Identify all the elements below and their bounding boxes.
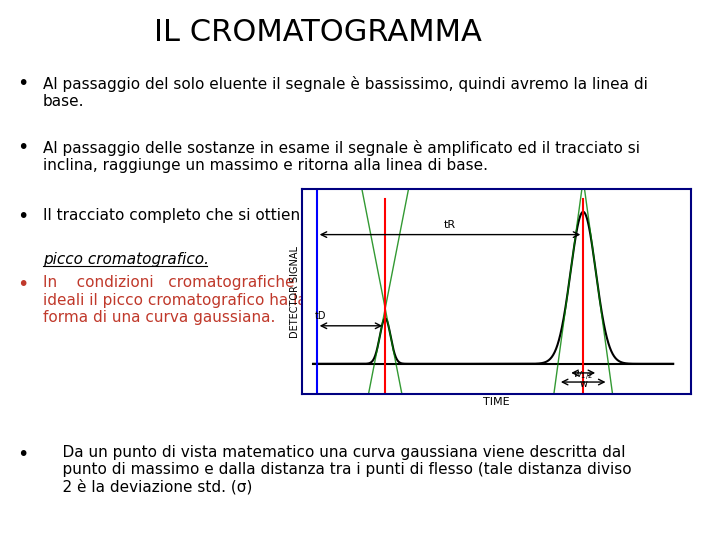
Text: Al passaggio delle sostanze in esame il segnale è amplificato ed il tracciato si: Al passaggio delle sostanze in esame il … — [42, 140, 639, 173]
X-axis label: TIME: TIME — [484, 397, 510, 407]
Text: tR: tR — [444, 220, 456, 230]
Text: •: • — [17, 74, 29, 93]
Text: picco cromatografico.: picco cromatografico. — [42, 252, 209, 267]
Text: In    condizioni   cromatografiche
ideali il picco cromatografico ha la
forma di: In condizioni cromatografiche ideali il … — [42, 275, 306, 325]
Text: •: • — [17, 275, 29, 294]
Text: •: • — [17, 138, 29, 157]
Text: IL CROMATOGRAMMA: IL CROMATOGRAMMA — [155, 17, 482, 46]
Text: •: • — [17, 207, 29, 226]
Y-axis label: DETECTOR SIGNAL: DETECTOR SIGNAL — [289, 246, 300, 338]
Text: tD: tD — [315, 311, 326, 321]
Text: $w_{1/2}$: $w_{1/2}$ — [573, 370, 593, 383]
Text: w: w — [579, 379, 588, 389]
Text: Il tracciato completo che si ottiene per ciascuna sostanza eluita è detto: Il tracciato completo che si ottiene per… — [42, 207, 597, 222]
Text: •: • — [17, 444, 29, 464]
Text: Al passaggio del solo eluente il segnale è bassissimo, quindi avremo la linea di: Al passaggio del solo eluente il segnale… — [42, 76, 647, 109]
Text: Da un punto di vista matematico una curva gaussiana viene descritta dal
    punt: Da un punto di vista matematico una curv… — [42, 444, 631, 495]
